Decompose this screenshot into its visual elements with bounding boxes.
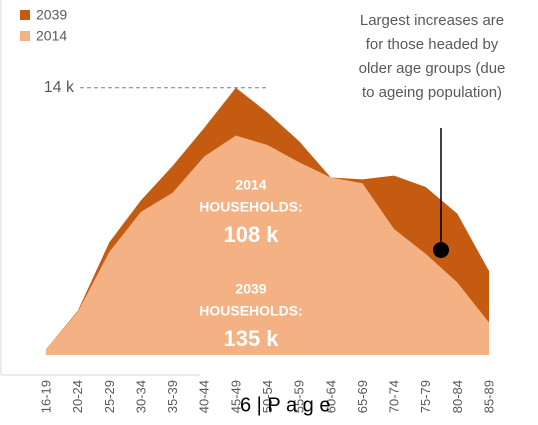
area-label: HOUSEHOLDS:: [199, 199, 302, 215]
x-tick-label: 55-59: [292, 380, 307, 413]
area-label: 2014: [235, 177, 266, 193]
x-tick-label: 85-89: [482, 380, 497, 413]
x-tick-label: 80-84: [450, 380, 465, 413]
x-tick-label: 75-79: [418, 380, 433, 413]
area-label: 2039: [235, 281, 266, 297]
x-tick-label: 50-54: [260, 380, 275, 413]
x-tick-label: 35-39: [165, 380, 180, 413]
x-tick-label: 60-64: [323, 380, 338, 413]
y-tick-label: 14 k: [44, 79, 75, 96]
x-tick-label: 40-44: [197, 380, 212, 413]
x-tick-label: 20-24: [70, 380, 85, 413]
x-tick-label: 16-19: [39, 380, 54, 413]
footer: 6 | P a g e: [240, 394, 330, 416]
x-tick-label: 65-69: [355, 380, 370, 413]
legend-label: 2014: [36, 28, 67, 44]
x-tick-label: 70-74: [387, 380, 402, 413]
pointer-dot: [433, 242, 449, 258]
annotation: Largest increases are: [360, 12, 504, 29]
legend-label: 2039: [36, 7, 67, 23]
area: [46, 135, 489, 355]
annotation: older age groups (due: [359, 60, 506, 77]
annotation: for those headed by: [366, 36, 499, 53]
area-label: 108 k: [223, 222, 279, 247]
area-label: 135 k: [223, 326, 279, 351]
x-tick-label: 45-49: [228, 380, 243, 413]
legend-swatch: [20, 31, 30, 41]
area-label: HOUSEHOLDS:: [199, 303, 302, 319]
legend-swatch: [20, 10, 30, 20]
x-tick-label: 30-34: [133, 380, 148, 413]
annotation: to ageing population): [362, 84, 502, 101]
x-tick-label: 25-29: [102, 380, 117, 413]
